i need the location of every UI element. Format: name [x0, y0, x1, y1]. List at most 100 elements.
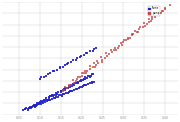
Point	[84, 79, 87, 81]
Legend: flume, pump: flume, pump	[148, 6, 160, 16]
Point	[69, 90, 72, 92]
Point	[63, 93, 66, 95]
Point	[38, 102, 41, 104]
Point	[38, 102, 41, 104]
Point	[96, 60, 99, 62]
Point	[27, 107, 30, 109]
Point	[26, 108, 29, 110]
Point	[52, 70, 55, 72]
Point	[77, 86, 80, 88]
Point	[34, 104, 37, 106]
Point	[151, 18, 154, 20]
Point	[37, 103, 40, 105]
Point	[143, 22, 146, 24]
Point	[134, 30, 137, 32]
Point	[148, 21, 151, 23]
Point	[41, 102, 44, 104]
Point	[40, 76, 43, 78]
Point	[84, 76, 87, 78]
Point	[67, 85, 70, 87]
Point	[88, 65, 91, 67]
Point	[38, 101, 41, 102]
Point	[122, 41, 125, 42]
Point	[93, 62, 96, 64]
Point	[65, 87, 68, 89]
Point	[64, 64, 66, 66]
Point	[37, 103, 40, 105]
Point	[123, 39, 126, 41]
Point	[61, 66, 64, 68]
Point	[70, 90, 73, 92]
Point	[78, 80, 81, 82]
Point	[74, 88, 77, 90]
Point	[68, 86, 71, 87]
Point	[128, 37, 131, 39]
Point	[76, 82, 78, 84]
Point	[53, 94, 55, 96]
Point	[92, 48, 95, 50]
Point	[158, 13, 161, 15]
Point	[34, 104, 37, 106]
Point	[74, 82, 77, 84]
Point	[130, 33, 133, 35]
Point	[71, 79, 74, 81]
Point	[53, 97, 55, 99]
Point	[33, 104, 36, 106]
Point	[76, 57, 78, 59]
Point	[82, 85, 84, 87]
Point	[69, 84, 72, 86]
Point	[45, 75, 48, 76]
Point	[67, 84, 70, 86]
Point	[67, 62, 70, 64]
Point	[54, 94, 57, 96]
Point	[59, 91, 62, 93]
Point	[160, 12, 163, 14]
Point	[40, 100, 43, 102]
Point	[28, 106, 31, 108]
Point	[72, 84, 75, 86]
Point	[64, 89, 66, 91]
Point	[91, 50, 94, 52]
Point	[47, 96, 50, 98]
Point	[49, 99, 52, 101]
Point	[136, 31, 139, 33]
Point	[65, 87, 68, 89]
Point	[146, 23, 148, 25]
Point	[55, 69, 58, 71]
Point	[59, 94, 62, 96]
Point	[47, 99, 50, 101]
Point	[114, 49, 117, 51]
Point	[74, 80, 77, 82]
Point	[88, 76, 91, 77]
Point	[43, 76, 46, 78]
Point	[112, 50, 115, 51]
Point	[59, 90, 62, 92]
Point	[60, 90, 62, 92]
Point	[73, 89, 76, 91]
Point	[164, 8, 167, 10]
Point	[62, 93, 64, 95]
Point	[80, 72, 83, 74]
Point	[101, 59, 103, 61]
Point	[65, 63, 68, 65]
Point	[60, 95, 63, 97]
Point	[87, 83, 90, 85]
Point	[47, 73, 50, 75]
Point	[85, 77, 88, 79]
Point	[80, 79, 83, 81]
Point	[27, 109, 30, 111]
Point	[57, 91, 60, 93]
Point	[91, 66, 94, 68]
Point	[149, 20, 152, 22]
Point	[83, 78, 86, 80]
Point	[32, 105, 35, 107]
Point	[91, 81, 94, 83]
Point	[30, 106, 33, 108]
Point	[105, 55, 108, 57]
Point	[109, 49, 112, 51]
Point	[121, 44, 123, 46]
Point	[114, 47, 117, 49]
Point	[34, 106, 37, 107]
Point	[154, 16, 156, 18]
Point	[50, 98, 53, 100]
